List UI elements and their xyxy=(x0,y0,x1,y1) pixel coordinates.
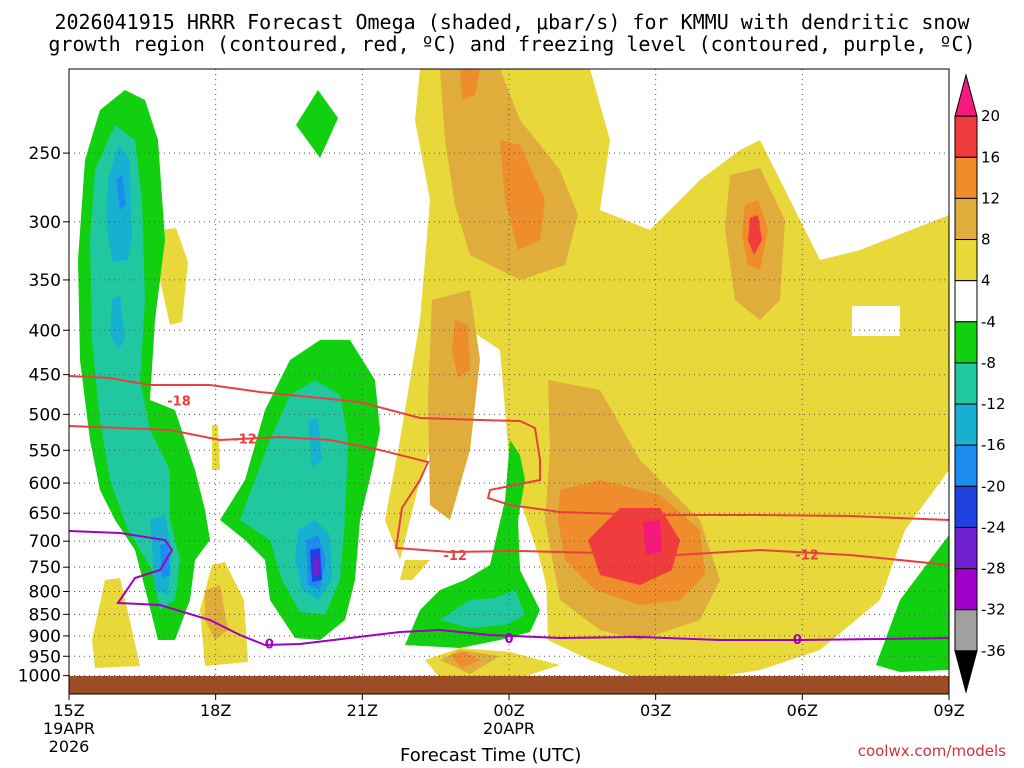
omega-region-purple xyxy=(313,556,319,576)
contour-purple-zero xyxy=(69,530,949,647)
omega-region-magenta xyxy=(643,520,662,555)
y-tick-label: 550 xyxy=(29,441,61,461)
omega-region-cyan-5 xyxy=(308,418,322,468)
contour-label: 0 xyxy=(504,632,513,647)
contour-label: -12 xyxy=(795,548,819,563)
y-tick-label: 350 xyxy=(29,271,61,291)
y-tick-label: 950 xyxy=(29,647,61,667)
colorbar-swatch xyxy=(954,568,978,611)
colorbar-swatch xyxy=(954,403,978,446)
y-tick-label: 600 xyxy=(29,474,61,494)
omega-region-yellow-low xyxy=(400,560,430,580)
omega-region-cyan-1 xyxy=(106,145,132,262)
omega-region-red-small xyxy=(748,215,762,255)
omega-region-darkorange-2 xyxy=(500,140,545,250)
credit-link[interactable]: coolwx.com/models xyxy=(857,742,1006,760)
colorbar-swatch xyxy=(954,444,978,487)
colorbar-label: 20 xyxy=(981,107,1000,125)
x-tick-date-label: 20APR xyxy=(483,719,535,738)
y-tick-label: 450 xyxy=(29,366,61,386)
x-tick-year-label: 2026 xyxy=(49,737,90,756)
colorbar-swatch xyxy=(954,239,978,282)
omega-region-yellow-small-2 xyxy=(92,578,140,668)
x-axis-label: Forecast Time (UTC) xyxy=(400,745,582,766)
omega-region-blue-1 xyxy=(116,175,126,210)
omega-region-cyan-2 xyxy=(110,295,125,350)
omega-region-yellow-small-1 xyxy=(160,228,188,325)
contour-label: -12 xyxy=(443,549,467,564)
y-tick-label: 850 xyxy=(29,605,61,625)
omega-region-darkorange-6 xyxy=(450,652,480,668)
colorbar-label: -12 xyxy=(981,395,1006,413)
contour-label: 0 xyxy=(265,637,274,652)
colorbar-label: -32 xyxy=(981,601,1006,619)
chart-title-line2: growth region (contoured, red, ºC) and f… xyxy=(48,32,976,56)
y-tick-label: 900 xyxy=(29,627,61,647)
y-tick-label: 700 xyxy=(29,532,61,552)
y-tick-label: 300 xyxy=(29,213,61,233)
colorbar-label: -24 xyxy=(981,518,1006,536)
colorbar-swatch xyxy=(954,362,978,405)
colorbar-swatch xyxy=(954,526,978,570)
y-tick-label: 750 xyxy=(29,558,61,578)
colorbar-swatch xyxy=(954,280,978,323)
x-tick-label: 03Z xyxy=(640,701,671,720)
omega-region-teal-3 xyxy=(440,590,525,628)
omega-region-green-2 xyxy=(296,90,338,158)
colorbar-swatch xyxy=(954,73,978,117)
y-tick-label: 250 xyxy=(29,144,61,164)
omega-region-darkorange-3 xyxy=(452,320,470,378)
colorbar-label: -28 xyxy=(981,560,1006,578)
colorbar-swatch xyxy=(954,609,978,652)
x-tick-label: 21Z xyxy=(347,701,378,720)
contour-red-minus18 xyxy=(69,375,949,521)
contour-label: -12 xyxy=(233,432,257,447)
y-tick-label: 1000 xyxy=(18,667,61,687)
omega-region-yellow-small-5 xyxy=(212,425,220,470)
colorbar-label: -36 xyxy=(981,642,1006,660)
colorbar-swatch xyxy=(954,115,978,158)
x-tick-label: 18Z xyxy=(200,701,231,720)
chart-title-line1: 2026041915 HRRR Forecast Omega (shaded, … xyxy=(54,10,970,34)
y-tick-label: 800 xyxy=(29,583,61,603)
colorbar-swatch xyxy=(954,485,978,528)
colorbar-swatch xyxy=(954,321,978,364)
x-tick-label: 15Z xyxy=(53,701,84,720)
colorbar-swatch xyxy=(954,650,978,694)
omega-region-white-hole xyxy=(852,306,900,336)
colorbar-label: 16 xyxy=(981,148,1000,166)
y-tick-label: 650 xyxy=(29,504,61,524)
x-tick-date-label: 19APR xyxy=(43,719,95,738)
colorbar-label: 8 xyxy=(981,231,991,249)
x-tick-label: 00Z xyxy=(493,701,524,720)
contour-label: -18 xyxy=(167,395,191,410)
colorbar-swatch xyxy=(954,197,978,241)
colorbar-swatch xyxy=(954,156,978,199)
colorbar-label: -20 xyxy=(981,477,1006,495)
omega-region-darkorange-1 xyxy=(460,69,480,100)
colorbar-label: -8 xyxy=(981,354,996,372)
x-tick-label: 06Z xyxy=(787,701,818,720)
y-tick-label: 400 xyxy=(29,321,61,341)
y-tick-label: 500 xyxy=(29,405,61,425)
colorbar-label: -16 xyxy=(981,436,1006,454)
contour-red-minus12 xyxy=(69,425,949,566)
contour-label: 0 xyxy=(793,633,802,648)
colorbar-label: 12 xyxy=(981,189,1000,207)
colorbar-label: 4 xyxy=(981,272,991,290)
colorbar-label: -4 xyxy=(981,313,996,331)
x-tick-label: 09Z xyxy=(933,701,964,720)
